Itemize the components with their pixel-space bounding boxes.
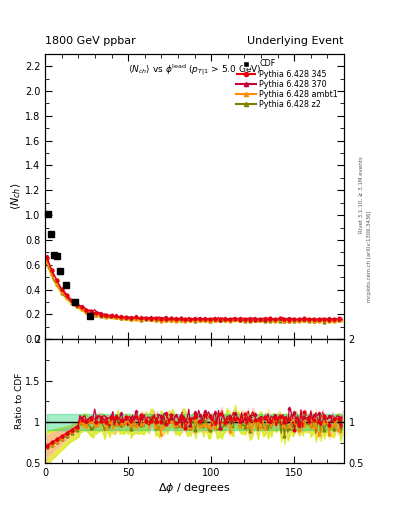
- Text: Underlying Event: Underlying Event: [247, 36, 344, 46]
- Text: 1800 GeV ppbar: 1800 GeV ppbar: [45, 36, 136, 46]
- Text: $\langle N_{ch} \rangle$ vs $\phi^{\rm lead}$ ($p_{T|1}$ > 5.0 GeV): $\langle N_{ch} \rangle$ vs $\phi^{\rm l…: [128, 62, 261, 78]
- Y-axis label: $\langle N_{ch} \rangle$: $\langle N_{ch} \rangle$: [10, 183, 24, 210]
- Text: Rivet 3.1.10, ≥ 3.1M events: Rivet 3.1.10, ≥ 3.1M events: [359, 156, 364, 233]
- X-axis label: $\Delta\phi$ / degrees: $\Delta\phi$ / degrees: [158, 481, 231, 495]
- Y-axis label: Ratio to CDF: Ratio to CDF: [15, 373, 24, 430]
- Text: mcplots.cern.ch [arXiv:1306.3436]: mcplots.cern.ch [arXiv:1306.3436]: [367, 210, 372, 302]
- Legend: CDF, Pythia 6.428 345, Pythia 6.428 370, Pythia 6.428 ambt1, Pythia 6.428 z2: CDF, Pythia 6.428 345, Pythia 6.428 370,…: [235, 58, 340, 111]
